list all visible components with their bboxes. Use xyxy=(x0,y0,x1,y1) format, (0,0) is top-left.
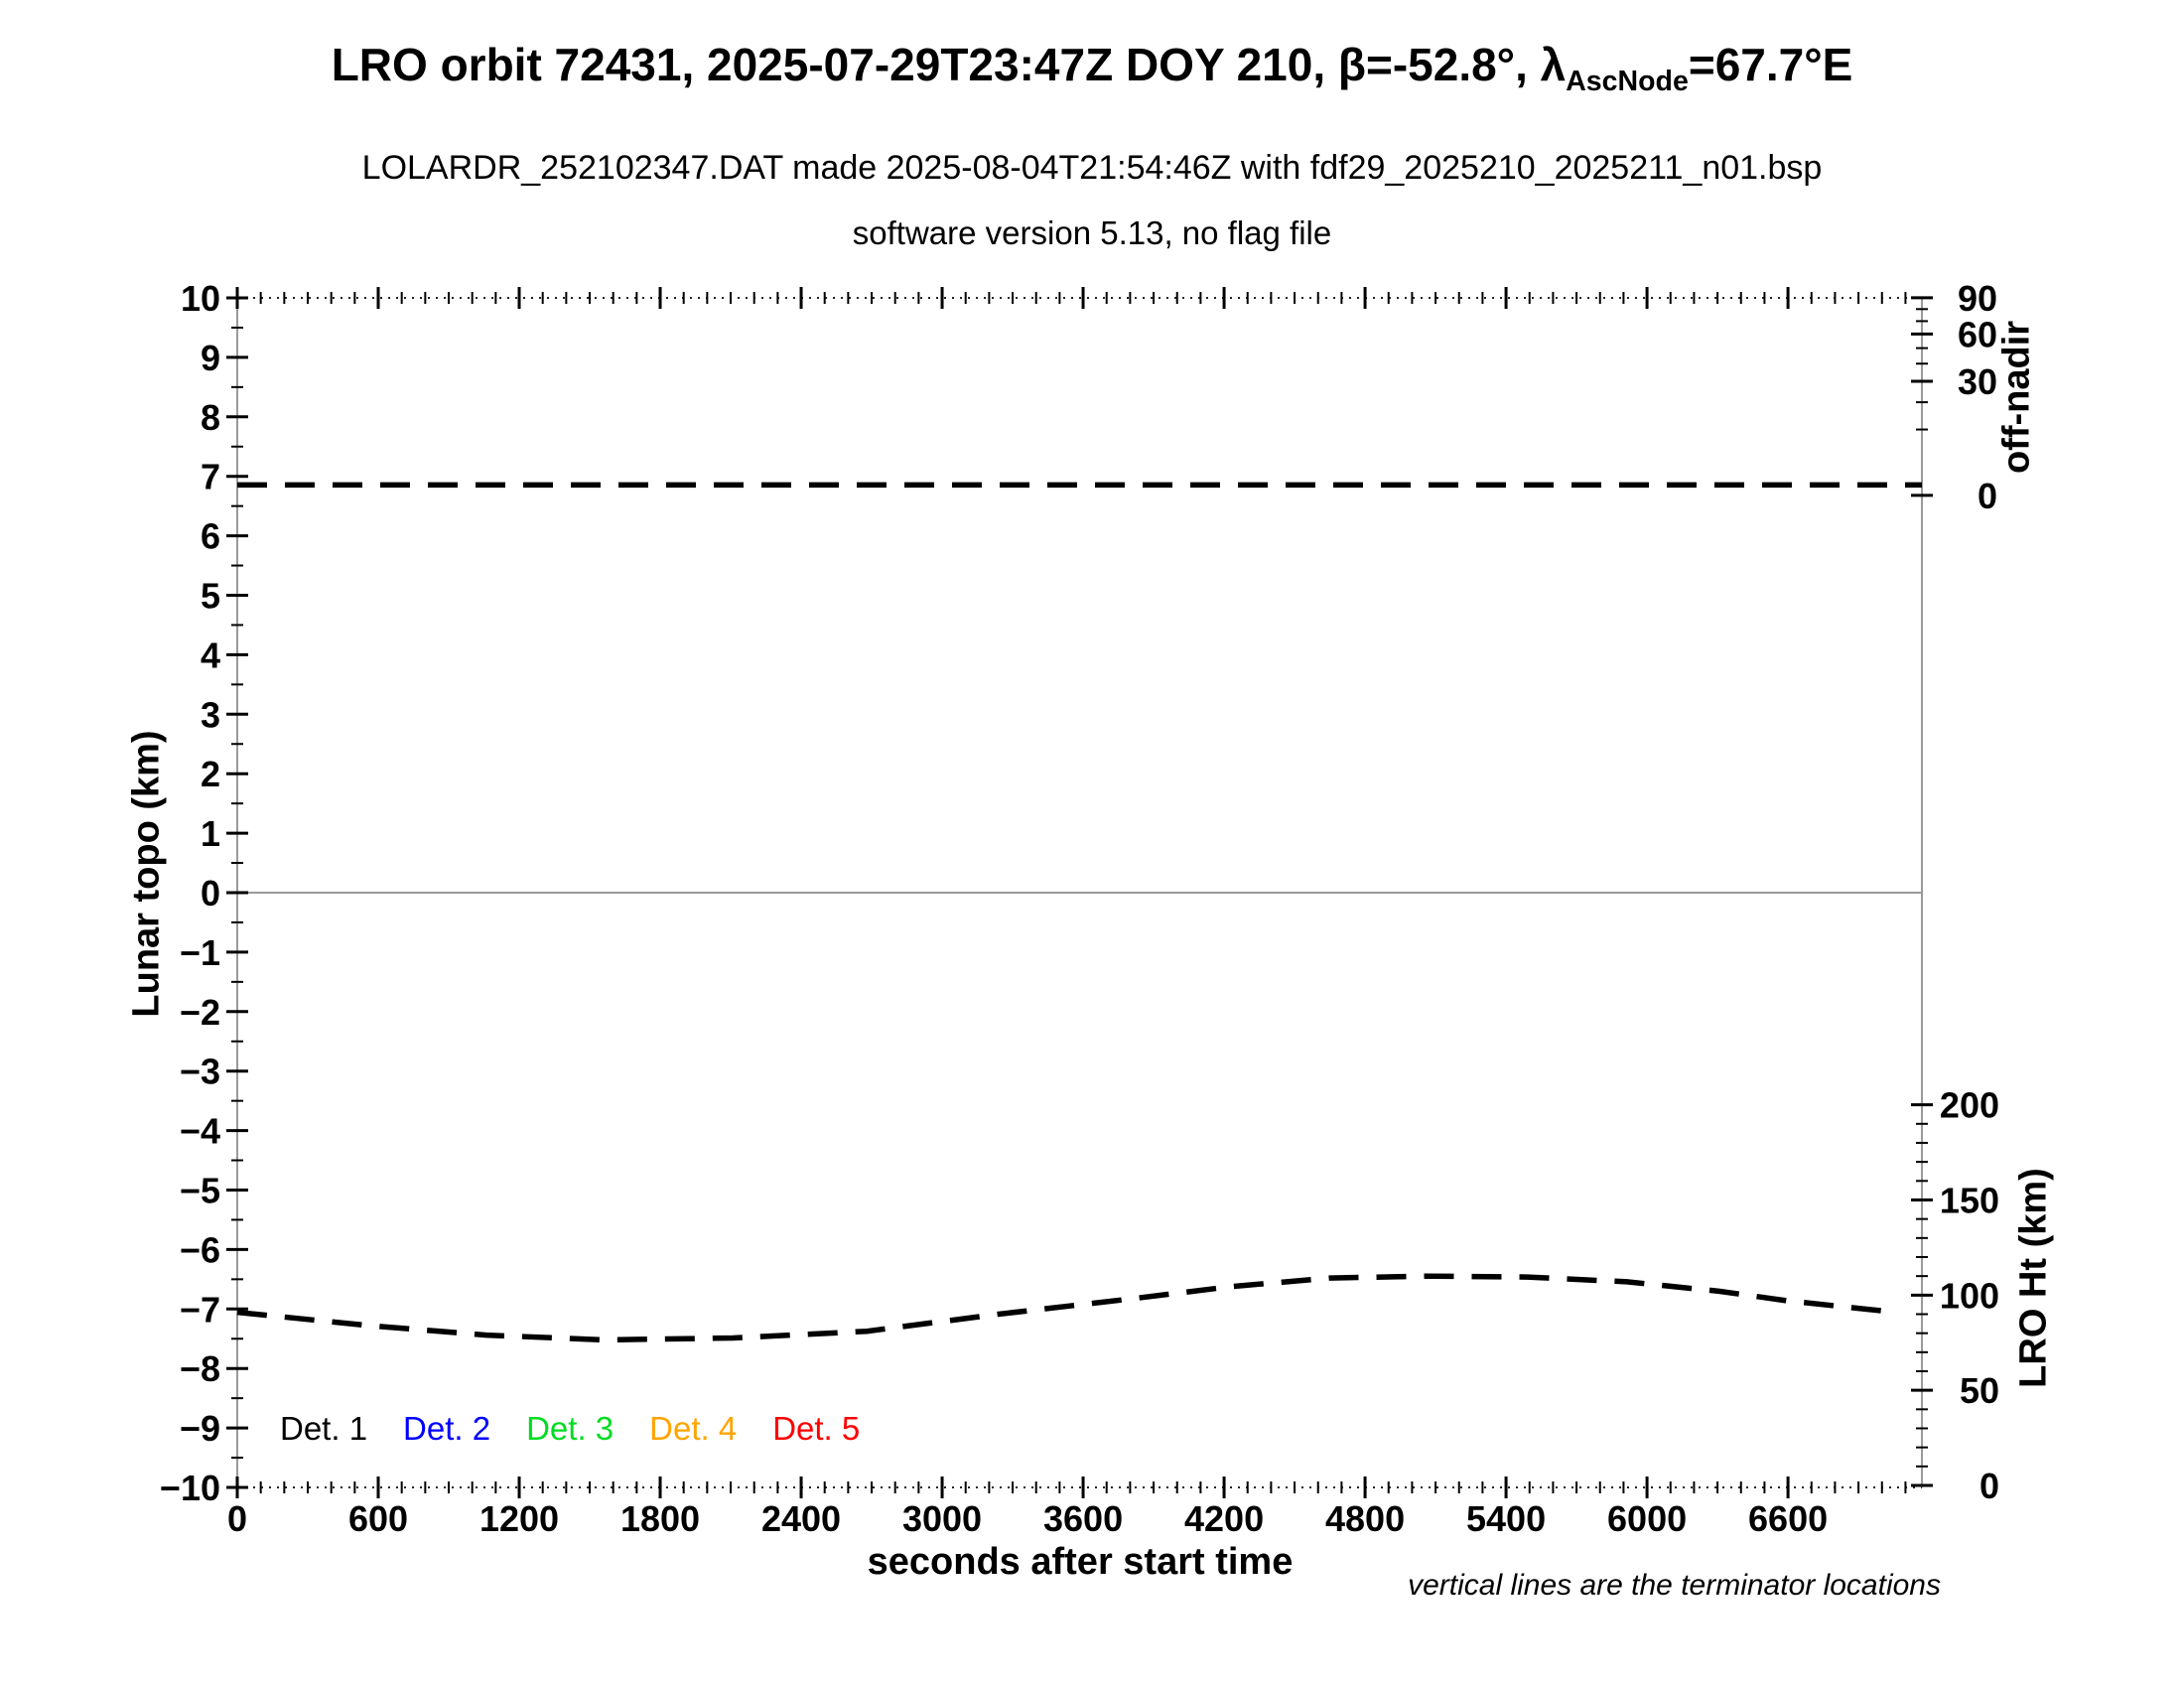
y-left-tick-label: −10 xyxy=(160,1468,220,1508)
lro-height-curve xyxy=(236,1273,1897,1343)
terminator-footnote: vertical lines are the terminator locati… xyxy=(1408,1569,1941,1602)
title-prefix: LRO orbit 72431, 2025-07-29T23:47Z DOY 2… xyxy=(331,39,1567,90)
legend-item-det-1: Det. 1 xyxy=(280,1410,368,1447)
x-axis-title: seconds after start time xyxy=(867,1541,1294,1583)
x-tick-label: 3000 xyxy=(902,1498,982,1539)
x-tick-label: 3600 xyxy=(1043,1498,1123,1539)
x-tick-label: 4800 xyxy=(1325,1498,1405,1539)
y-left-tick-label: 8 xyxy=(201,397,220,438)
y-left-tick-label: 2 xyxy=(201,754,220,794)
y-left-tick-label: 4 xyxy=(201,634,220,675)
y-left-tick-label: 5 xyxy=(201,576,220,617)
offnadir-tick-label: 30 xyxy=(1958,361,1997,402)
x-tick-label: 0 xyxy=(227,1498,247,1539)
y-left-tick-label: −4 xyxy=(180,1111,220,1152)
x-tick-label: 1800 xyxy=(620,1498,700,1539)
x-tick-label: 600 xyxy=(348,1498,408,1539)
legend-item-det-5: Det. 5 xyxy=(772,1410,861,1447)
x-tick-label: 6600 xyxy=(1748,1498,1828,1539)
y-left-tick-label: 1 xyxy=(201,813,220,854)
y-left-tick-label: −8 xyxy=(180,1348,220,1389)
offnadir-tick-label: 0 xyxy=(1978,476,1997,516)
page-title: LRO orbit 72431, 2025-07-29T23:47Z DOY 2… xyxy=(0,38,2184,98)
x-tick-label: 6000 xyxy=(1607,1498,1687,1539)
subtitle-software-version: software version 5.13, no flag file xyxy=(852,214,1332,251)
y-left-axis-title: Lunar topo (km) xyxy=(125,730,168,1018)
legend-item-det-2: Det. 2 xyxy=(403,1410,491,1447)
y-left-tick-label: −5 xyxy=(180,1171,220,1211)
y-left-tick-label: 6 xyxy=(201,516,220,557)
x-tick-label: 2400 xyxy=(761,1498,841,1539)
legend-item-det-4: Det. 4 xyxy=(649,1410,738,1447)
offnadir-axis-title: off-nadir xyxy=(1995,320,2038,475)
legend-item-det-3: Det. 3 xyxy=(526,1410,614,1447)
offnadir-tick-label: 60 xyxy=(1958,314,1997,354)
y-left-tick-label: 10 xyxy=(181,278,220,319)
ht-tick-label: 150 xyxy=(1940,1180,1999,1220)
ht-tick-label: 200 xyxy=(1940,1085,1999,1126)
title-suffix: =67.7°E xyxy=(1688,39,1853,90)
y-left-tick-label: −6 xyxy=(180,1229,220,1270)
y-left-tick-label: 9 xyxy=(201,338,220,378)
ht-tick-label: 100 xyxy=(1940,1275,1999,1316)
x-tick-label: 5400 xyxy=(1466,1498,1546,1539)
y-left-tick-label: −7 xyxy=(180,1289,220,1330)
y-left-tick-label: 3 xyxy=(201,694,220,735)
lro-ht-axis-title: LRO Ht (km) xyxy=(2012,1168,2055,1388)
x-tick-label: 4200 xyxy=(1184,1498,1264,1539)
title-ascnode-subscript: AscNode xyxy=(1566,65,1689,97)
x-tick-label: 1200 xyxy=(479,1498,559,1539)
offnadir-tick-label: 90 xyxy=(1958,278,1997,319)
y-left-tick-label: 0 xyxy=(201,873,220,914)
y-left-tick-label: −9 xyxy=(180,1408,220,1449)
ht-tick-label: 50 xyxy=(1960,1370,1999,1411)
y-left-tick-label: −3 xyxy=(180,1052,220,1092)
legend: Det. 1 Det. 2 Det. 3 Det. 4 Det. 5 xyxy=(280,1410,860,1448)
subtitle-filename: LOLARDR_252102347.DAT made 2025-08-04T21… xyxy=(361,149,1823,187)
ht-tick-label: 0 xyxy=(1979,1466,1999,1506)
y-left-tick-label: 7 xyxy=(201,457,220,497)
y-left-tick-label: −1 xyxy=(180,932,220,973)
y-left-tick-label: −2 xyxy=(180,992,220,1033)
